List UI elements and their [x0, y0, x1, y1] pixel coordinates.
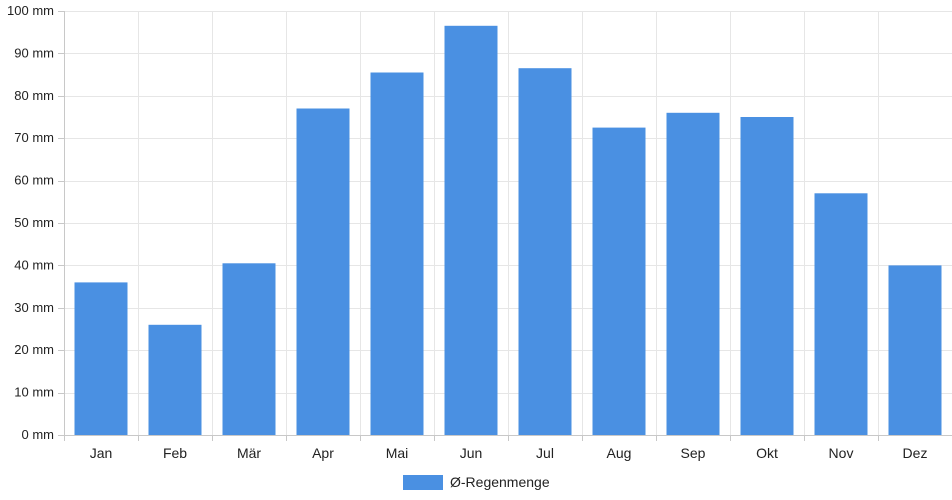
- bar-jan: [74, 282, 128, 435]
- x-tick-label: Aug: [607, 445, 632, 461]
- x-tick-label: Sep: [681, 445, 706, 461]
- x-tick-label: Dez: [903, 445, 928, 461]
- bar-aug: [592, 127, 646, 435]
- grid-lines: [64, 11, 952, 435]
- bar-mai: [370, 72, 424, 435]
- bar-sep: [666, 112, 720, 436]
- x-tick-label: Feb: [163, 445, 187, 461]
- bar-mär: [222, 263, 276, 435]
- y-axis-tick-labels: 0 mm 10 mm 20 mm 30 mm 40 mm 50 mm 60 mm 70 mm 8…: [7, 3, 54, 442]
- axes: [58, 11, 952, 441]
- legend: Ø-Regenmenge: [403, 474, 550, 490]
- legend-swatch: [403, 475, 443, 490]
- x-tick-label: Jun: [460, 445, 483, 461]
- y-tick-label: 30 mm: [14, 300, 54, 315]
- y-tick-label: 10 mm: [14, 385, 54, 400]
- bars: [74, 25, 942, 436]
- x-tick-label: Apr: [312, 445, 334, 461]
- bar-nov: [814, 193, 868, 435]
- x-tick-label: Okt: [756, 445, 778, 461]
- x-tick-label: Jul: [536, 445, 554, 461]
- bar-jun: [444, 25, 498, 436]
- x-tick-label: Mai: [386, 445, 409, 461]
- y-tick-label: 100 mm: [7, 3, 54, 18]
- legend-label: Ø-Regenmenge: [450, 474, 550, 490]
- y-tick-label: 40 mm: [14, 257, 54, 272]
- y-tick-label: 20 mm: [14, 342, 54, 357]
- x-tick-label: Jan: [90, 445, 113, 461]
- y-tick-label: 50 mm: [14, 215, 54, 230]
- bar-apr: [296, 108, 350, 435]
- bar-okt: [740, 117, 794, 435]
- bar-dez: [888, 265, 942, 435]
- x-tick-label: Nov: [829, 445, 854, 461]
- y-tick-label: 80 mm: [14, 88, 54, 103]
- y-tick-label: 0 mm: [22, 427, 55, 442]
- bar-jul: [518, 68, 572, 435]
- x-axis-tick-labels: Jan Feb Mär Apr Mai Jun Jul Aug Sep Okt Nov Dez: [90, 445, 928, 461]
- bar-feb: [148, 324, 202, 435]
- y-tick-label: 90 mm: [14, 45, 54, 60]
- y-tick-label: 60 mm: [14, 173, 54, 188]
- y-tick-label: 70 mm: [14, 130, 54, 145]
- x-tick-label: Mär: [237, 445, 261, 461]
